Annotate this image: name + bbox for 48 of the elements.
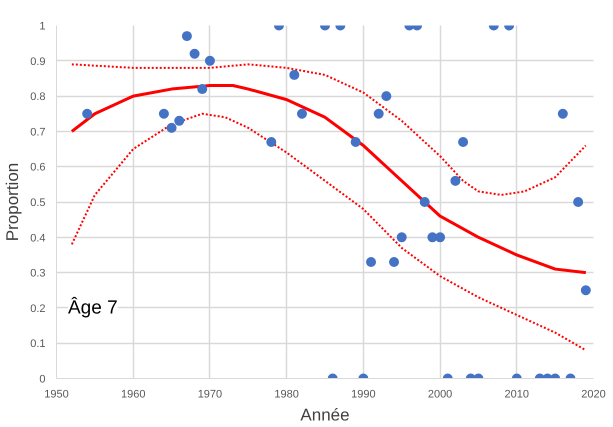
point [82, 108, 92, 119]
point [420, 197, 430, 207]
point [197, 84, 208, 94]
y-tick-label: 0.4 [30, 232, 46, 244]
y-tick-label: 0.8 [30, 91, 46, 104]
point [580, 285, 591, 296]
line-series [70, 84, 588, 274]
point [381, 91, 392, 102]
point [266, 137, 276, 147]
y-tick-label: 0 [39, 374, 46, 386]
y-tick-label: 0.5 [30, 197, 46, 209]
y-tick-label: 0.6 [30, 162, 46, 174]
x-tick-label: 1990 [351, 388, 376, 400]
point [204, 56, 215, 66]
x-tick-label: 1980 [274, 388, 299, 400]
point [190, 48, 200, 59]
point [182, 31, 192, 42]
x-tick-label: 1960 [120, 388, 146, 400]
point [366, 257, 376, 267]
x-tick-label: 1950 [44, 388, 69, 400]
point [396, 232, 407, 242]
y-tick-label: 0.9 [30, 56, 46, 68]
point [558, 108, 568, 119]
x-axis-title: Année [300, 406, 350, 424]
point [450, 176, 460, 186]
y-axis-title: Proportion [3, 162, 22, 242]
point [174, 116, 184, 126]
x-tick-label: 2020 [581, 388, 606, 400]
point [350, 137, 361, 147]
point [158, 108, 169, 119]
y-tick-label: 0.3 [30, 268, 46, 280]
y-tick-label: 0.1 [30, 338, 46, 350]
y-tick-label: 0.2 [30, 302, 46, 315]
x-tick-label: 1970 [198, 388, 222, 400]
y-tick-label: 1 [39, 20, 46, 32]
point [289, 70, 300, 80]
line-series [70, 63, 587, 196]
point [296, 108, 307, 119]
point [389, 257, 400, 267]
y-tick-label: 0.7 [30, 126, 46, 138]
point [374, 108, 384, 119]
point [166, 122, 177, 133]
point [458, 137, 468, 147]
x-tick-label: 2000 [428, 388, 452, 400]
annotation: Âge 7 [68, 296, 118, 318]
point [573, 197, 584, 207]
x-tick-label: 2010 [504, 388, 530, 400]
point [435, 232, 446, 242]
